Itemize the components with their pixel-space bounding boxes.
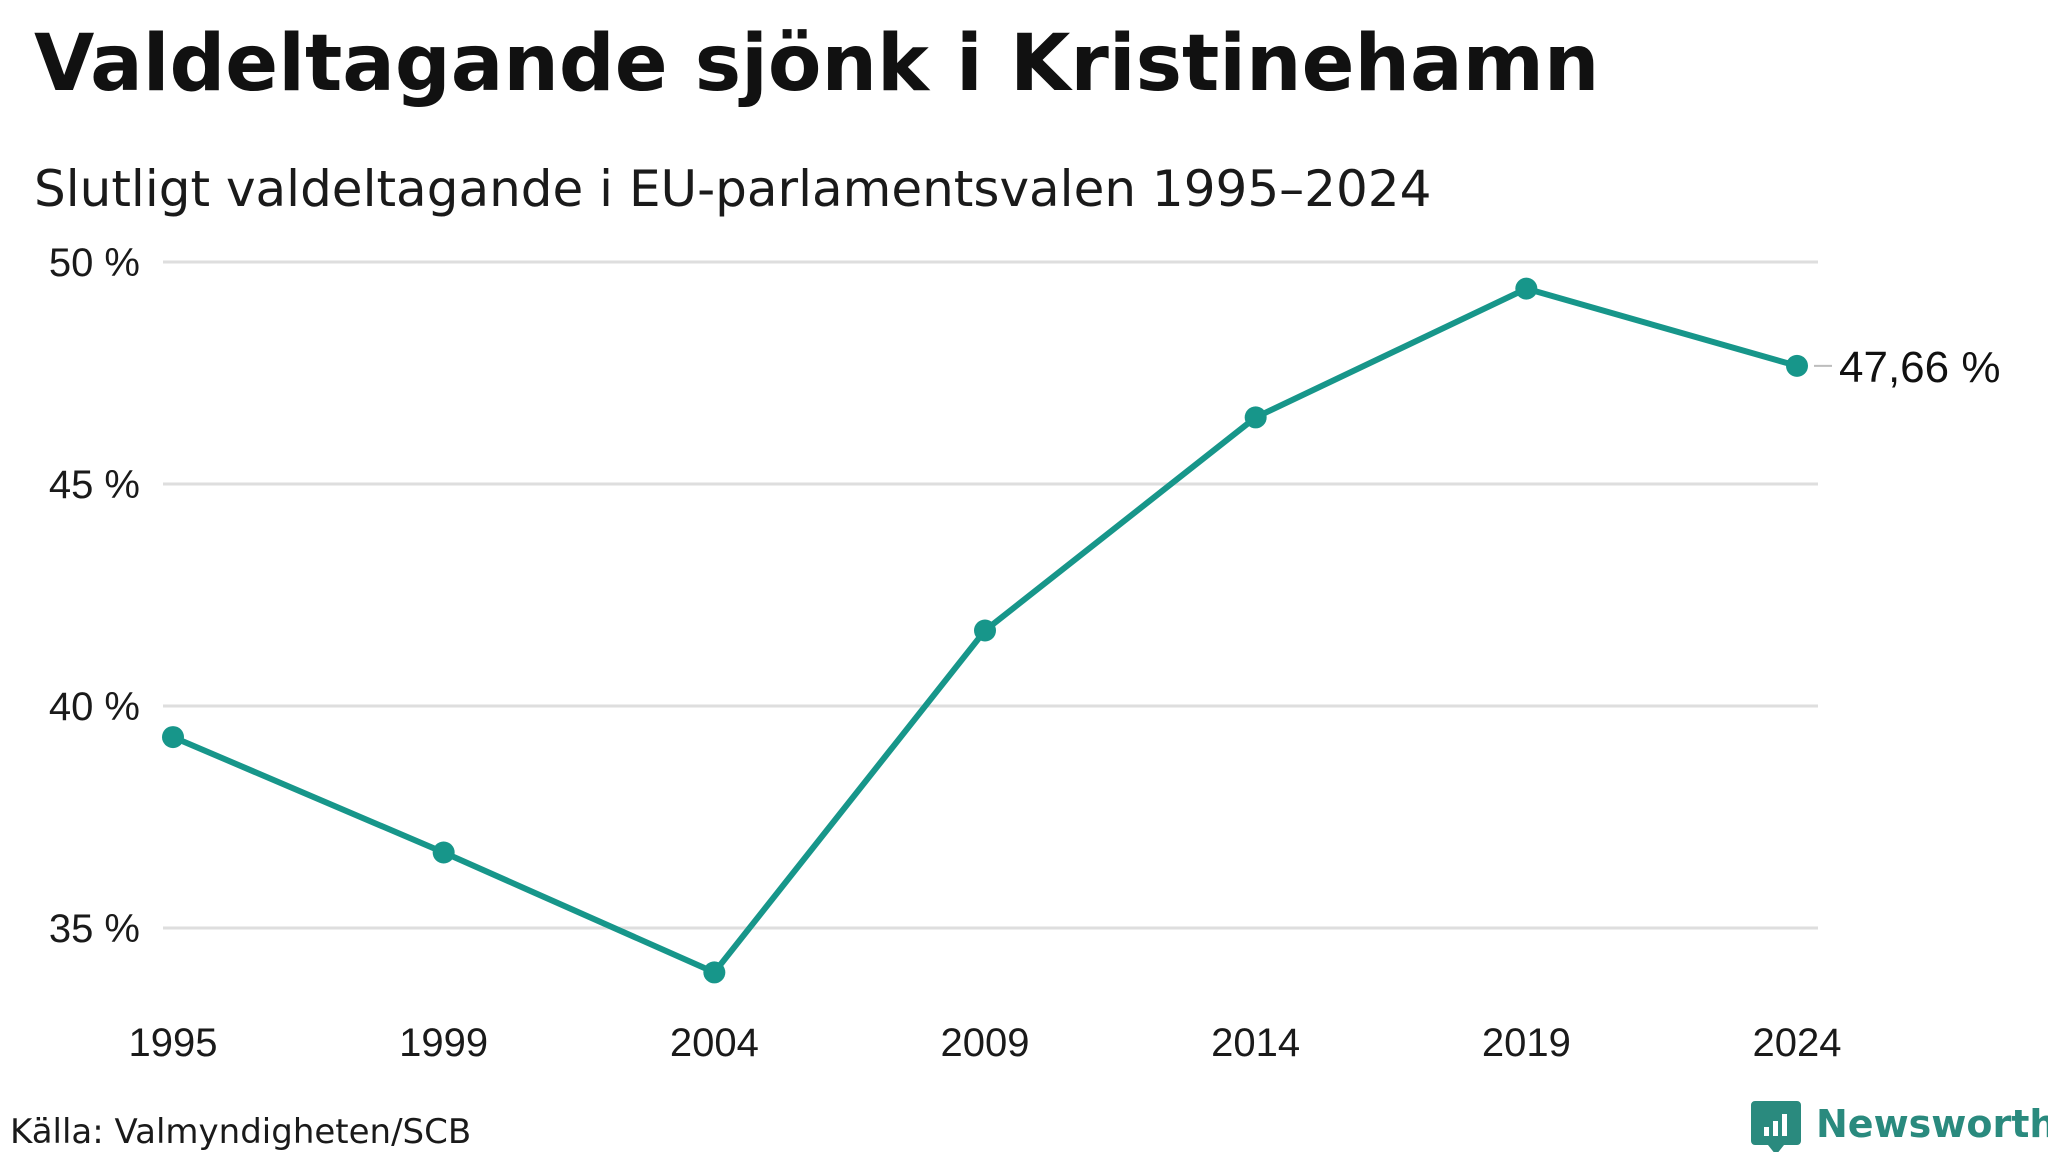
chart-subtitle: Slutligt valdeltagande i EU-parlamentsva…	[34, 160, 1431, 218]
end-annotation: 47,66 %	[1814, 343, 2000, 392]
source-note: Källa: Valmyndigheten/SCB	[10, 1112, 471, 1152]
x-axis-ticks: 1995 1999 2004 2009 2014 2019 2024	[129, 1021, 1842, 1065]
y-tick-label-45: 45 %	[49, 463, 140, 507]
data-point-2004	[703, 961, 726, 984]
end-value-label: 47,66 %	[1839, 343, 2000, 392]
y-tick-label-35: 35 %	[49, 907, 140, 951]
data-point-2009	[974, 619, 996, 642]
x-tick-label-2019: 2019	[1482, 1021, 1571, 1065]
x-tick-label-2024: 2024	[1753, 1021, 1842, 1065]
gridlines	[163, 260, 1818, 930]
y-axis-ticks: 35 % 40 % 45 % 50 %	[49, 241, 140, 951]
y-tick-label-50: 50 %	[49, 241, 140, 285]
brand-logo: Newsworthy	[1751, 1101, 2048, 1152]
data-point-1999	[432, 841, 455, 864]
series-points	[162, 277, 1808, 984]
x-tick-label-2014: 2014	[1211, 1021, 1300, 1065]
x-tick-label-2004: 2004	[670, 1021, 759, 1065]
brand-name: Newsworthy	[1816, 1102, 2048, 1146]
x-tick-label-1995: 1995	[129, 1021, 218, 1065]
data-point-2014	[1244, 406, 1267, 429]
data-point-2019	[1515, 277, 1538, 300]
x-tick-label-2009: 2009	[941, 1021, 1030, 1065]
data-point-2024	[1786, 354, 1808, 377]
bar-chart-badge-icon	[1751, 1101, 1801, 1152]
chart-title: Valdeltagande sjönk i Kristinehamn	[34, 19, 1599, 109]
data-point-1995	[162, 726, 184, 749]
y-tick-label-40: 40 %	[49, 685, 140, 729]
x-tick-label-1999: 1999	[399, 1021, 488, 1065]
